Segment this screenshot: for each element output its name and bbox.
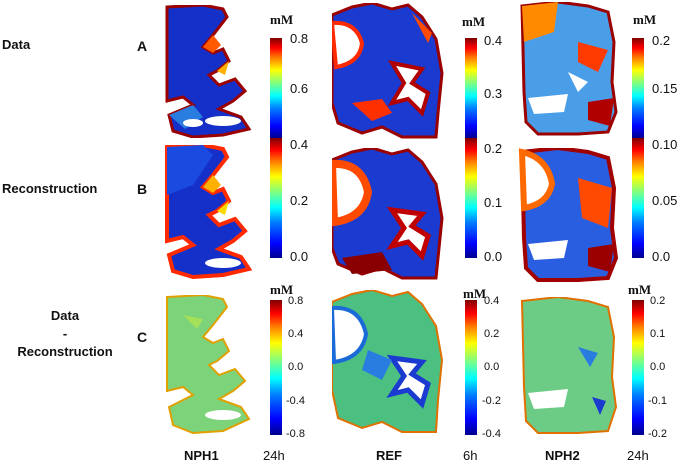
row-label-difference: Data - Reconstruction xyxy=(17,308,113,359)
tick-label: 0.2 xyxy=(650,295,666,307)
colorbar-nph1-ab-a xyxy=(270,38,282,138)
colorbar-nph2-ab-a xyxy=(632,38,644,138)
colorbar-ref-ab-b xyxy=(465,138,477,258)
tick-label: 0.15 xyxy=(652,81,678,96)
colorbar-ref-c xyxy=(465,300,477,435)
unit-nph1-c: mM xyxy=(270,282,294,297)
colorbar-nph1-c xyxy=(270,300,282,435)
colorbar-ref-ab-a xyxy=(465,38,477,138)
tick-label: -0.1 xyxy=(648,395,667,407)
map-nph2-difference xyxy=(518,297,618,435)
column-label-nph2: NPH2 xyxy=(545,448,580,463)
tick-label: 0.10 xyxy=(652,137,678,152)
tick-label: -0.4 xyxy=(482,428,501,440)
tick-label: 0.0 xyxy=(650,361,666,373)
tick-label: 0.4 xyxy=(290,137,309,152)
unit-ref-c: mM xyxy=(463,286,487,301)
map-ref-data xyxy=(332,3,444,141)
time-label-ref: 6h xyxy=(463,448,478,463)
tick-label: 0.2 xyxy=(484,328,500,340)
tick-label: -0.8 xyxy=(286,428,305,440)
tick-label: 0.0 xyxy=(484,249,503,264)
colorbar-nph2-c xyxy=(632,300,644,435)
map-nph1-reconstruction xyxy=(163,145,263,280)
map-nph2-reconstruction xyxy=(518,148,618,282)
unit-nph2-a: mM xyxy=(633,12,657,27)
tick-label: 0.0 xyxy=(484,361,500,373)
row-label-data: Data xyxy=(2,37,31,52)
unit-nph1-a: mM xyxy=(270,12,294,27)
tick-label: 0.2 xyxy=(290,193,309,208)
tick-label: 0.6 xyxy=(290,81,309,96)
row-label-reconstruction: Reconstruction xyxy=(2,181,98,196)
tick-label: 0.3 xyxy=(484,86,503,101)
colorbar-nph1-ab-b xyxy=(270,138,282,258)
row-letter-a: A xyxy=(137,38,148,54)
tick-label: 0.2 xyxy=(484,141,503,156)
tick-label: 0.8 xyxy=(290,31,309,46)
tick-label: 0.4 xyxy=(484,295,500,307)
tick-label: 0.1 xyxy=(484,195,503,210)
tick-label: 0.0 xyxy=(652,249,671,264)
time-label-nph2: 24h xyxy=(627,448,649,463)
tick-label: 0.4 xyxy=(484,33,503,48)
tick-label: -0.4 xyxy=(286,395,305,407)
tick-label: 0.05 xyxy=(652,193,678,208)
column-label-nph1: NPH1 xyxy=(184,448,219,463)
map-ref-reconstruction xyxy=(332,148,444,282)
tick-label: -0.2 xyxy=(482,395,501,407)
column-label-ref: REF xyxy=(376,448,402,463)
tick-label: 0.8 xyxy=(288,295,304,307)
map-nph1-difference xyxy=(163,295,263,435)
row-letter-c: C xyxy=(137,329,148,345)
tick-label: 0.4 xyxy=(288,328,304,340)
unit-nph2-c: mM xyxy=(628,282,652,297)
unit-ref-a: mM xyxy=(462,14,486,29)
map-nph2-data xyxy=(518,2,618,136)
colorbar-nph2-ab-b xyxy=(632,138,644,258)
tick-label: 0.2 xyxy=(652,33,671,48)
map-ref-difference xyxy=(332,290,444,436)
tick-label: 0.0 xyxy=(290,249,309,264)
tick-label: -0.2 xyxy=(648,428,667,440)
tick-label: 0.0 xyxy=(288,361,304,373)
row-letter-b: B xyxy=(137,181,148,197)
map-nph1-data xyxy=(163,5,263,138)
tick-label: 0.1 xyxy=(650,328,666,340)
time-label-nph1: 24h xyxy=(263,448,285,463)
